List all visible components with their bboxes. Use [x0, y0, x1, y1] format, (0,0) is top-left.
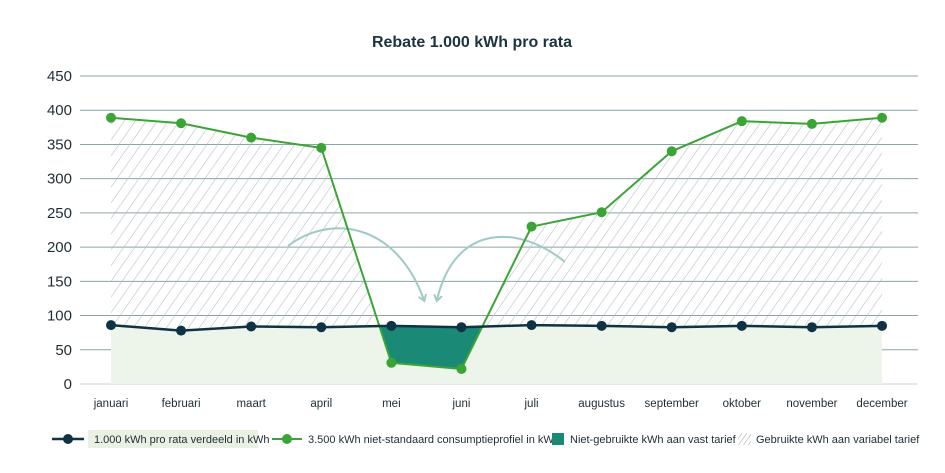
- data-point-consumption-februari: [176, 118, 187, 129]
- area-layer: [111, 117, 882, 384]
- x-tick-label-oktober: oktober: [723, 398, 762, 410]
- x-tick-label-maart: maart: [236, 398, 266, 410]
- legend-item-consumption: 3.500 kWh niet-standaard consumptieprofi…: [272, 434, 560, 446]
- data-point-consumption-november: [806, 118, 817, 129]
- data-points: [106, 112, 887, 374]
- y-axis: 0 50 100 150 200 250 300 350 400 450: [47, 68, 72, 393]
- y-tick-label-0: 0: [64, 376, 72, 393]
- data-point-consumption-augustus: [596, 207, 607, 218]
- y-tick-label-50: 50: [55, 342, 72, 359]
- data-point-prorata-mei: [386, 320, 397, 331]
- data-point-consumption-juli: [526, 221, 537, 232]
- data-point-consumption-december: [877, 112, 887, 123]
- y-tick-label-100: 100: [47, 308, 72, 325]
- series-line-prorata: [110, 323, 883, 332]
- legend: 1.000 kWh pro rata verdeeld in kWh 3.500…: [52, 430, 920, 448]
- x-tick-label-februari: februari: [162, 398, 201, 410]
- legend-text-bg-prorata: [88, 430, 258, 448]
- transfer-arrow-right: [437, 235, 566, 300]
- legend-marker-prorata: [63, 434, 73, 444]
- y-tick-label-350: 350: [47, 136, 72, 153]
- transfer-arrows: [287, 227, 566, 300]
- series-lines: [110, 116, 883, 370]
- y-tick-label-300: 300: [47, 171, 72, 188]
- data-point-consumption-mei: [386, 357, 397, 368]
- x-tick-label-december: december: [856, 398, 907, 410]
- chart-title: Rebate 1.000 kWh pro rata: [372, 34, 572, 51]
- legend-label-unused: Niet-gebruikte kWh aan vast tarief: [570, 434, 737, 446]
- data-point-prorata-februari: [176, 325, 187, 336]
- x-tick-label-januari: januari: [93, 398, 129, 410]
- data-point-consumption-april: [316, 142, 327, 153]
- legend-label-prorata: 1.000 kWh pro rata verdeeld in kWh: [94, 434, 269, 446]
- x-tick-label-augustus: augustus: [578, 398, 625, 410]
- x-axis: januari februari maart april mei juni juli augu…: [93, 398, 908, 410]
- legend-item-prorata: 1.000 kWh pro rata verdeeld in kWh: [52, 430, 269, 448]
- legend-swatch-used: [738, 433, 751, 445]
- data-point-consumption-juni: [456, 363, 467, 374]
- data-point-prorata-november: [806, 322, 817, 333]
- legend-label-used: Gebruikte kWh aan variabel tarief: [756, 434, 920, 446]
- legend-swatch-unused: [552, 433, 564, 445]
- data-point-consumption-januari: [106, 112, 116, 123]
- y-tick-label-150: 150: [47, 273, 72, 290]
- legend-item-unused: Niet-gebruikte kWh aan vast tarief: [552, 433, 737, 446]
- data-point-consumption-maart: [246, 132, 257, 143]
- x-tick-label-mei: mei: [382, 398, 401, 410]
- series-line-consumption: [110, 116, 883, 370]
- x-tick-label-november: november: [786, 398, 837, 410]
- data-point-prorata-augustus: [596, 320, 607, 331]
- data-point-prorata-september: [666, 322, 677, 333]
- legend-marker-consumption: [282, 434, 292, 444]
- data-point-consumption-oktober: [736, 116, 747, 127]
- data-point-prorata-april: [316, 322, 327, 333]
- variable-tariff-area-left: [111, 117, 380, 331]
- x-tick-label-september: september: [645, 398, 700, 410]
- legend-item-used: Gebruikte kWh aan variabel tarief: [738, 433, 920, 446]
- y-tick-label-250: 250: [47, 205, 72, 222]
- x-tick-label-juni: juni: [452, 398, 471, 410]
- data-point-prorata-december: [877, 320, 887, 331]
- pro-rata-band: [111, 325, 882, 384]
- x-tick-label-juli: juli: [524, 398, 539, 410]
- fixed-tariff-unused-area: [379, 325, 483, 369]
- x-tick-label-april: april: [310, 398, 332, 410]
- data-point-consumption-september: [666, 146, 677, 157]
- y-tick-label-400: 400: [47, 102, 72, 119]
- data-point-prorata-januari: [106, 320, 116, 331]
- data-point-prorata-juni: [456, 322, 467, 333]
- legend-label-consumption: 3.500 kWh niet-standaard consumptieprofi…: [308, 434, 560, 446]
- data-point-prorata-oktober: [736, 320, 747, 331]
- transfer-arrow-left: [287, 227, 424, 300]
- y-tick-label-200: 200: [47, 239, 72, 256]
- y-tick-label-450: 450: [47, 68, 72, 85]
- data-point-prorata-juli: [526, 320, 537, 331]
- data-point-prorata-maart: [246, 321, 257, 332]
- variable-tariff-area-right: [482, 117, 882, 328]
